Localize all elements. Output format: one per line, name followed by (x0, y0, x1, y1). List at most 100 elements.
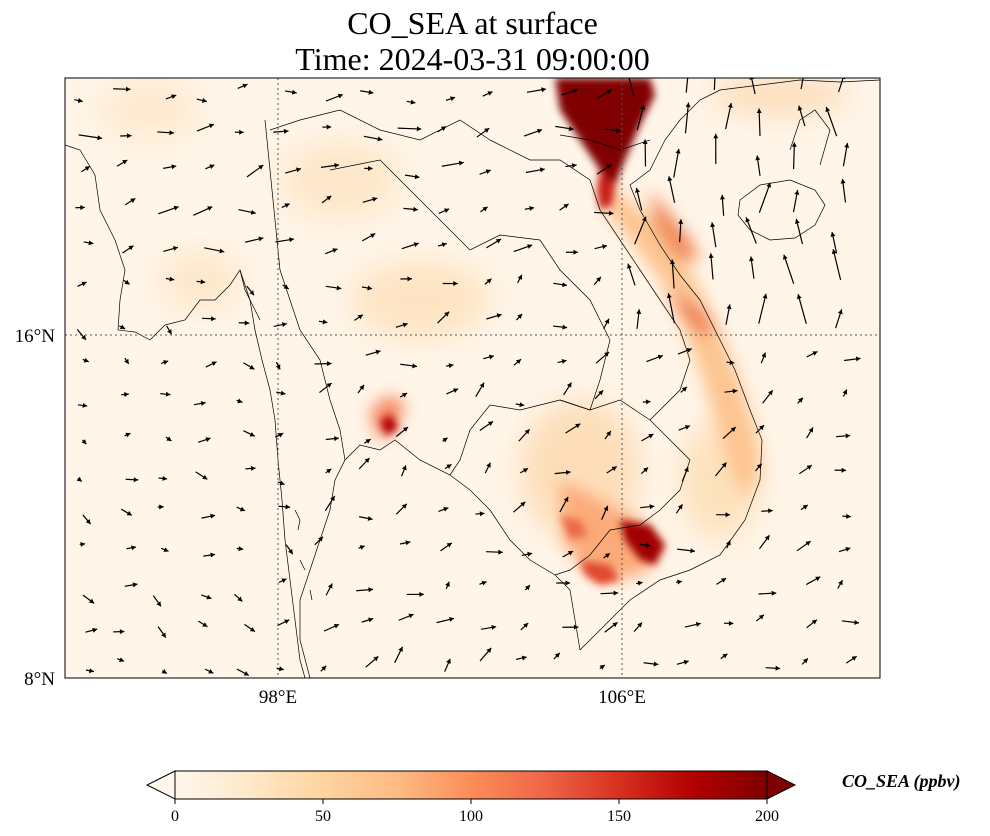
wind-arrow-head (239, 506, 246, 512)
wind-arrow-head (295, 167, 301, 173)
wind-arrow-head (596, 276, 601, 282)
wind-arrow-head (725, 512, 731, 518)
wind-arrow-head (815, 576, 821, 582)
wind-vectors (74, 70, 861, 677)
wind-arrow-head (124, 279, 130, 285)
wind-arrow-head (495, 239, 502, 244)
wind-arrow (837, 78, 844, 93)
wind-arrow-head (482, 206, 488, 212)
wind-arrow-head (854, 619, 859, 625)
wind-arrow-head (768, 508, 773, 514)
wind-arrow-head (278, 666, 284, 672)
wind-arrow-head (359, 384, 365, 390)
wind-arrow-head (122, 159, 128, 165)
wind-arrow-head (606, 430, 611, 437)
wind-arrow-head (97, 135, 103, 141)
wind-arrow-head (524, 429, 530, 435)
wind-arrow-head (567, 551, 574, 556)
wind-arrow-head (368, 89, 374, 95)
colorbar-extend-max (766, 770, 797, 800)
wind-arrow-head (521, 655, 527, 661)
wind-arrow-head (125, 86, 131, 92)
wind-arrow-head (525, 585, 530, 591)
wind-arrow-head (416, 126, 422, 132)
wind-arrow-head (77, 98, 83, 103)
wind-arrow-head (637, 622, 643, 628)
wind-arrow-head (202, 474, 208, 480)
wind-arrow-head (837, 309, 843, 315)
wind-arrow-head (657, 354, 663, 360)
wind-arrow-head (244, 320, 250, 326)
map-frame (64, 77, 881, 679)
wind-arrow-head (677, 504, 683, 510)
wind-arrow-head (686, 348, 692, 353)
wind-arrow-head (838, 580, 843, 586)
wind-arrow-head (611, 466, 617, 472)
wind-arrow-head (318, 536, 324, 542)
wind-arrow (797, 293, 807, 324)
wind-arrow-head (685, 102, 691, 108)
wind-arrow-head (291, 89, 297, 95)
wind-arrow-head (250, 465, 256, 471)
colorbar-tick-label: 200 (755, 808, 779, 825)
wind-arrow-head (202, 622, 208, 627)
wind-arrow-head (337, 93, 343, 99)
wind-arrow-head (171, 164, 177, 170)
wind-arrow-head (636, 309, 642, 315)
wind-arrow-head (445, 581, 450, 587)
wind-arrow-head (173, 205, 179, 211)
wind-arrow-head (517, 313, 523, 319)
wind-arrow-head (76, 476, 82, 482)
wind-arrow-head (208, 123, 214, 129)
wind-arrow-head (448, 363, 454, 369)
wind-arrow (758, 293, 767, 324)
wind-arrow-head (637, 580, 643, 586)
wind-arrow-head (791, 142, 797, 147)
wind-arrow-head (207, 206, 213, 211)
wind-arrow-head (727, 102, 733, 108)
wind-arrow-head (523, 623, 529, 628)
wind-arrow-head (444, 208, 450, 213)
wind-arrow-head (368, 165, 373, 171)
colorbar-extend-min (145, 770, 176, 800)
wind-arrow-head (285, 504, 291, 510)
wind-arrow-head (726, 540, 731, 546)
wind-arrow-head (412, 363, 417, 369)
wind-arrow-head (719, 194, 725, 200)
wind-arrow-head (496, 313, 502, 319)
wind-arrow-head (756, 463, 762, 469)
wind-arrow-head (368, 617, 374, 623)
wind-arrow-head (357, 314, 363, 320)
wind-arrow-head (81, 334, 86, 340)
wind-arrow-head (845, 546, 851, 552)
wind-arrow-head (677, 579, 683, 585)
wind-arrow-head (708, 253, 714, 259)
wind-arrow-head (80, 205, 85, 211)
wind-arrow-head (604, 351, 610, 357)
wind-arrow-head (372, 196, 378, 202)
wind-arrow-head (133, 477, 139, 483)
wind-arrow-head (796, 294, 802, 300)
wind-arrow-head (766, 182, 772, 188)
wind-arrow-head (653, 661, 659, 667)
wind-arrow-head (732, 388, 738, 394)
wind-arrow-head (794, 218, 800, 224)
wind-arrow-head (802, 504, 808, 510)
wind-arrow-head (626, 70, 631, 75)
wind-arrow-head (336, 285, 342, 291)
wind-arrow-head (562, 282, 567, 288)
wind-arrow-head (695, 622, 701, 627)
wind-arrow-head (606, 89, 612, 95)
wind-arrow-head (721, 462, 727, 468)
wind-arrow-head (537, 128, 543, 134)
colorbar-tick-label: 150 (607, 808, 631, 825)
wind-arrow-head (759, 425, 765, 431)
wind-arrow-head (161, 669, 167, 674)
wind-arrow-head (851, 656, 857, 661)
wind-arrow-head (330, 495, 335, 502)
wind-arrow-head (444, 311, 450, 317)
wind-arrow-head (802, 658, 808, 664)
wind-arrow-head (162, 475, 168, 481)
wind-arrow-head (210, 552, 216, 558)
